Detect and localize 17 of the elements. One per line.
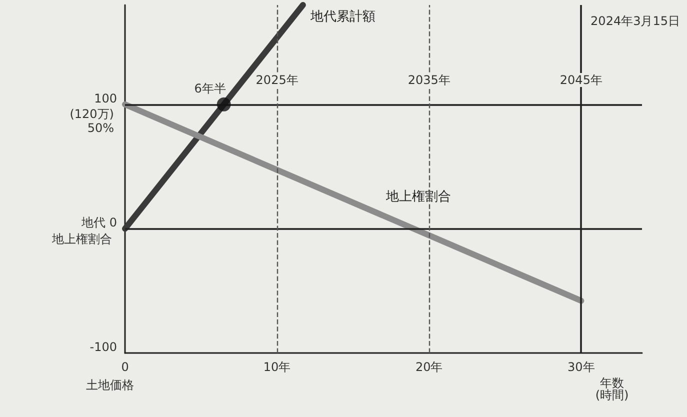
text: (120万) 50% (70, 107, 114, 135)
x2-tick-label: 2045年 (560, 73, 602, 87)
series-label: 地代累計額 (309, 10, 376, 25)
annotation: 6年半 (194, 81, 226, 96)
annotation: 2024年3月15日 (590, 14, 680, 28)
x-tick-label: 30年 (568, 360, 595, 374)
x-tick-label: 0 (121, 360, 129, 374)
x2-tick-label: 2035年 (408, 73, 450, 87)
x-axis-title: 年数 (時間) (595, 376, 629, 402)
y-tick-label: -100 (90, 340, 117, 354)
text: 土地価格 (86, 378, 134, 392)
x2-tick-label: 2025年 (256, 73, 298, 87)
y-tick-label: 地代 0 (80, 216, 117, 230)
y-tick-label: 100 (94, 91, 117, 106)
x-tick-label: 10年 (263, 360, 291, 374)
text: 地上権割合 (51, 232, 112, 246)
x-tick-label: 20年 (415, 360, 443, 374)
